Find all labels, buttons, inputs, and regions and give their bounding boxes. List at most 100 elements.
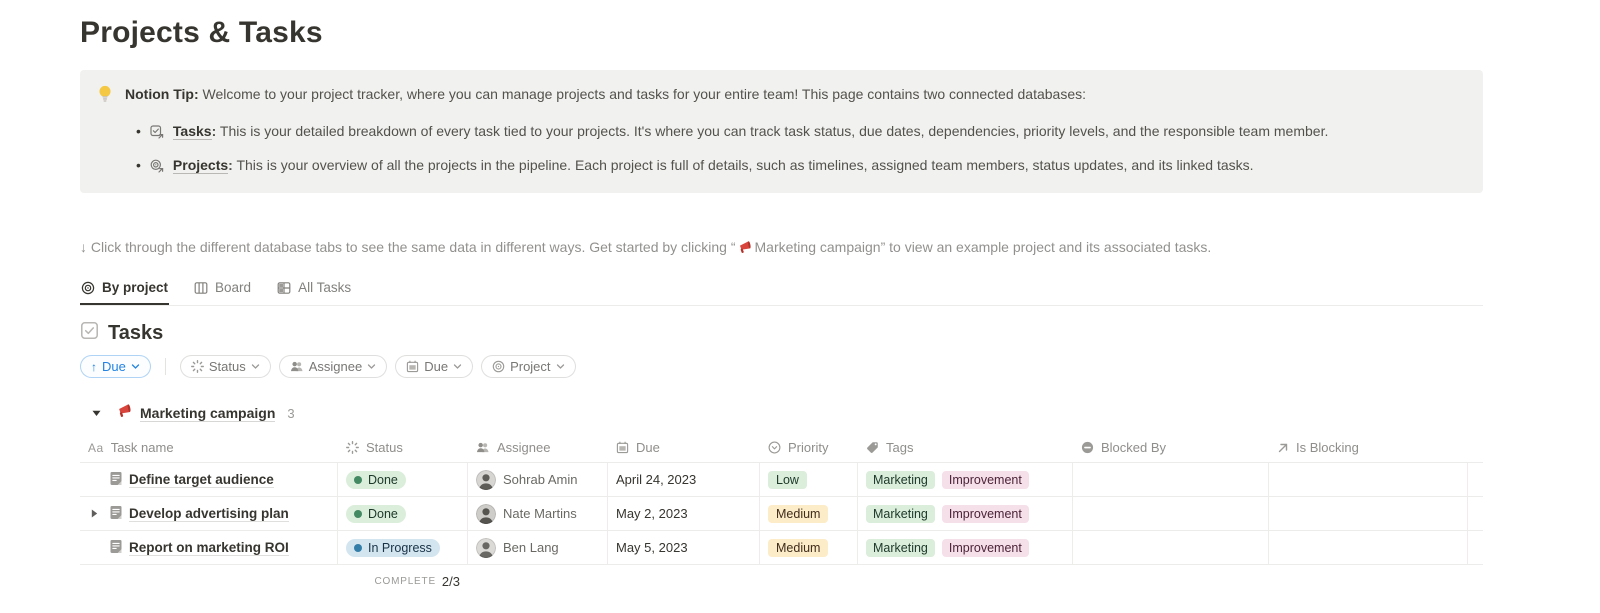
assignee-cell[interactable]: Sohrab Amin	[468, 463, 608, 496]
task-title[interactable]: Define target audience	[129, 471, 274, 488]
tag-badge: Marketing	[866, 470, 935, 489]
column-header-stub	[1468, 433, 1484, 462]
bullet-dot: •	[136, 123, 141, 139]
tab-all-tasks[interactable]: All Tasks	[276, 280, 352, 305]
stub-cell	[1468, 463, 1484, 496]
is-blocking-cell[interactable]	[1269, 531, 1468, 564]
blocked-by-cell[interactable]	[1073, 463, 1269, 496]
checkbox-icon	[80, 321, 99, 345]
status-cell[interactable]: In Progress	[338, 531, 468, 564]
avatar	[476, 503, 496, 524]
select-circle-icon	[768, 441, 781, 454]
chevron-down-icon	[251, 363, 260, 370]
page-icon	[109, 539, 123, 557]
page-icon	[109, 471, 123, 489]
target-icon	[81, 281, 95, 295]
aggregate-label: COMPLETE	[374, 575, 436, 587]
is-blocking-cell[interactable]	[1269, 497, 1468, 530]
lightbulb-icon	[96, 84, 114, 111]
bullet-dot: •	[136, 157, 141, 173]
status-badge: Done	[346, 504, 406, 523]
tab-by-project[interactable]: By project	[80, 280, 170, 305]
due-cell[interactable]: May 2, 2023	[608, 497, 760, 530]
group-header-marketing-campaign: Marketing campaign 3	[80, 403, 1483, 423]
tags-cell[interactable]: Marketing Improvement	[858, 497, 1073, 530]
notion-tip-callout: Notion Tip: Welcome to your project trac…	[80, 70, 1483, 193]
priority-badge: Medium	[768, 504, 829, 523]
task-title[interactable]: Report on marketing ROI	[129, 539, 289, 556]
table-row: Develop advertising plan Done Nate Marti…	[80, 497, 1483, 531]
filter-chip-due[interactable]: Due	[395, 355, 474, 378]
board-icon	[194, 281, 208, 295]
sort-chip-due[interactable]: ↑ Due	[80, 355, 151, 378]
aggregate-value: 2/3	[441, 573, 460, 589]
due-cell[interactable]: May 5, 2023	[608, 531, 760, 564]
column-header-is-blocking[interactable]: Is Blocking	[1269, 433, 1468, 462]
tab-board[interactable]: Board	[193, 280, 252, 305]
filter-chip-project[interactable]: Project	[481, 355, 576, 378]
instruction-text: ↓ Click through the different database t…	[80, 237, 1483, 260]
group-title-link[interactable]: Marketing campaign	[140, 404, 276, 422]
tag-badge: Marketing	[866, 504, 935, 523]
expand-toggle-icon[interactable]	[86, 505, 103, 522]
filter-chip-assignee[interactable]: Assignee	[278, 355, 388, 378]
status-cell[interactable]: Done	[338, 497, 468, 530]
people-icon	[290, 360, 304, 373]
toolbar-divider	[164, 358, 166, 375]
blocked-by-cell[interactable]	[1073, 497, 1269, 530]
tags-cell[interactable]: Marketing Improvement	[858, 463, 1073, 496]
tag-badge: Improvement	[941, 470, 1029, 489]
task-name-cell[interactable]: Define target audience	[80, 463, 338, 496]
status-cell[interactable]: Done	[338, 463, 468, 496]
task-name-cell[interactable]: Report on marketing ROI	[80, 531, 338, 564]
stub-cell	[1468, 531, 1484, 564]
collapse-toggle-icon[interactable]	[88, 405, 105, 422]
megaphone-icon	[738, 239, 752, 260]
due-cell[interactable]: April 24, 2023	[608, 463, 760, 496]
tasks-database-link[interactable]: Tasks	[172, 123, 212, 140]
tag-icon	[866, 441, 879, 454]
column-header-task-name[interactable]: Aa Task name	[88, 440, 174, 455]
megaphone-icon	[117, 403, 132, 423]
column-header-due[interactable]: Due	[608, 433, 760, 462]
status-aggregate[interactable]: COMPLETE 2/3	[338, 565, 468, 597]
section-title: Tasks	[108, 321, 164, 344]
calendar-icon	[406, 360, 419, 373]
status-burst-icon	[190, 360, 204, 373]
tag-badge: Marketing	[866, 538, 935, 557]
is-blocking-cell[interactable]	[1269, 463, 1468, 496]
status-dot-icon	[354, 509, 362, 518]
tag-badge: Improvement	[941, 504, 1029, 523]
page-title: Projects & Tasks	[80, 16, 323, 49]
avatar	[476, 469, 496, 490]
column-header-assignee[interactable]: Assignee	[468, 433, 608, 462]
column-header-priority[interactable]: Priority	[760, 433, 858, 462]
tasks-table: Aa Task name Status Assignee Due Priority…	[80, 433, 1483, 597]
target-icon	[492, 360, 505, 373]
text-property-icon: Aa	[88, 440, 104, 455]
tag-badge: Improvement	[941, 538, 1029, 557]
priority-cell[interactable]: Medium	[760, 497, 858, 530]
column-header-blocked-by[interactable]: Blocked By	[1073, 433, 1269, 462]
blocked-by-cell[interactable]	[1073, 531, 1269, 564]
filter-chip-status[interactable]: Status	[179, 355, 271, 378]
assignee-cell[interactable]: Nate Martins	[468, 497, 608, 530]
table-header-row: Aa Task name Status Assignee Due Priority…	[80, 433, 1483, 463]
column-header-status[interactable]: Status	[338, 433, 468, 462]
chevron-down-icon	[367, 363, 376, 370]
priority-cell[interactable]: Low	[760, 463, 858, 496]
priority-cell[interactable]: Medium	[760, 531, 858, 564]
tasks-section-header: Tasks	[80, 321, 1483, 345]
column-header-tags[interactable]: Tags	[858, 433, 1073, 462]
tip-label: Notion Tip:	[125, 86, 199, 102]
assignee-cell[interactable]: Ben Lang	[468, 531, 608, 564]
database-view-tabs: By project Board All Tasks	[80, 274, 1483, 306]
arrow-up-right-icon	[1277, 442, 1289, 454]
chevron-down-icon	[131, 363, 140, 370]
task-title[interactable]: Develop advertising plan	[129, 505, 289, 522]
avatar	[476, 537, 496, 558]
task-name-cell[interactable]: Develop advertising plan	[80, 497, 338, 530]
tags-cell[interactable]: Marketing Improvement	[858, 531, 1073, 564]
projects-database-link[interactable]: Projects	[172, 157, 229, 174]
chevron-down-icon	[556, 363, 565, 370]
